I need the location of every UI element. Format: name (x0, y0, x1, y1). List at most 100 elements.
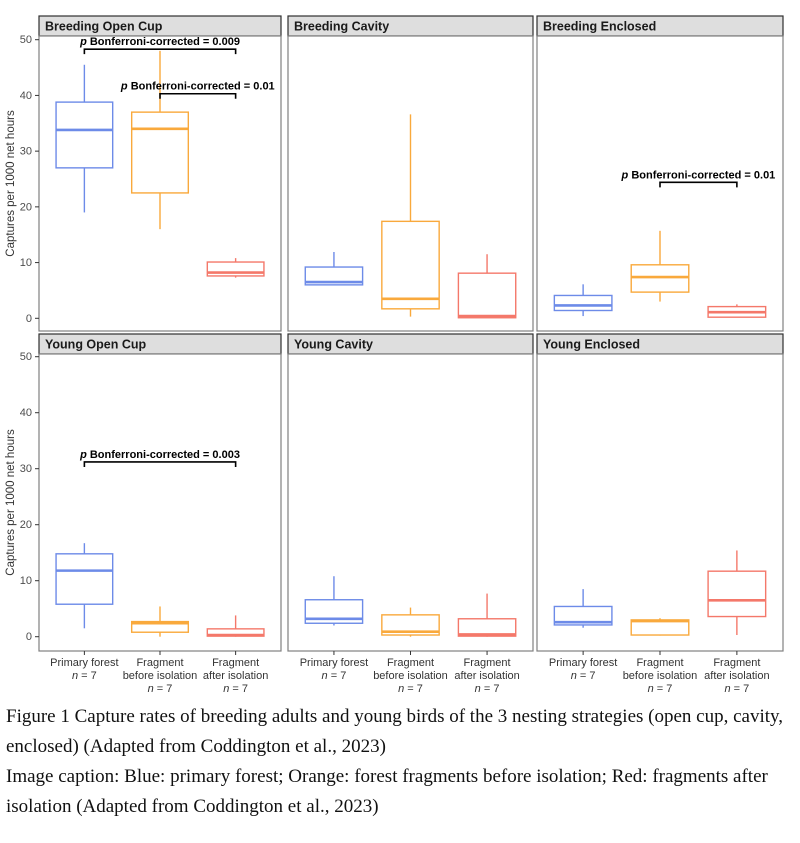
y-tick-label: 30 (20, 146, 32, 158)
y-tick-label: 40 (20, 90, 32, 102)
significance-bracket (159, 92, 237, 99)
box-fragment-before-isolation (381, 607, 440, 637)
x-tick-label: Fragment (636, 657, 683, 669)
pvalue-annotation: p Bonferroni-corrected = 0.01 (120, 81, 275, 99)
iqr-box (304, 266, 364, 286)
box-fragment-before-isolation (630, 230, 690, 302)
box-fragment-after-isolation (457, 254, 517, 319)
iqr-box (381, 220, 440, 310)
panel-young-enclosed: Young Enclosed (536, 333, 784, 652)
iqr-box (553, 294, 613, 312)
y-tick-label: 10 (20, 257, 32, 269)
y-axis-title: Captures per 1000 net hours (5, 429, 17, 576)
pvalue-label: p Bonferroni-corrected = 0.003 (79, 449, 240, 461)
panel-breeding-open-cup: Breeding Open Cup p Bonferroni-corrected … (38, 15, 282, 332)
box-fragment-after-isolation (707, 550, 767, 636)
box-primary-forest (304, 576, 364, 626)
sample-size-label: n = 7 (724, 683, 749, 695)
panel-breeding-enclosed: Breeding Enclosed p Bonferroni-corrected … (536, 15, 784, 332)
boxplot-figure: Breeding Open Cup p Bonferroni-corrected … (5, 15, 784, 695)
y-axis-row-1: 0 10 20 30 40 50 Captures per 1000 net hours (5, 34, 39, 325)
y-tick-label: 50 (20, 351, 32, 363)
sample-size-label: n = 7 (648, 683, 673, 695)
pvalue-annotation: p Bonferroni-corrected = 0.009 (79, 36, 240, 55)
x-tick-label: before isolation (373, 670, 448, 682)
x-tick-label: before isolation (623, 670, 698, 682)
y-axis-title: Captures per 1000 net hours (5, 110, 17, 257)
sample-size-label: n = 7 (475, 683, 500, 695)
facet-strip-title: Breeding Open Cup (45, 20, 163, 34)
sample-size-label: n = 7 (223, 683, 248, 695)
sample-size-label: n = 7 (72, 670, 97, 682)
facet-strip-title: Young Open Cup (45, 338, 147, 352)
x-tick-label: before isolation (123, 670, 198, 682)
significance-bracket (83, 48, 237, 55)
caption-image-text: Image caption: Blue: primary forest; Ora… (6, 766, 768, 817)
boxplot-svg: Breeding Open Cup p Bonferroni-corrected … (5, 15, 784, 695)
x-tick-label: Fragment (136, 657, 183, 669)
x-tick-label: after isolation (704, 670, 769, 682)
iqr-box (707, 570, 767, 618)
iqr-box (130, 111, 190, 194)
sample-size-label: n = 7 (322, 670, 347, 682)
pvalue-label: p Bonferroni-corrected = 0.009 (79, 36, 240, 48)
y-tick-label: 10 (20, 575, 32, 587)
panel-area (38, 353, 282, 652)
y-tick-label: 20 (20, 201, 32, 213)
y-tick-label: 40 (20, 407, 32, 419)
significance-bracket (83, 461, 237, 467)
pvalue-annotation: p Bonferroni-corrected = 0.003 (79, 449, 240, 467)
box-primary-forest (304, 251, 364, 286)
box-fragment-after-isolation (206, 258, 265, 278)
iqr-box (381, 614, 440, 636)
iqr-box (630, 264, 690, 293)
x-tick-label: after isolation (203, 670, 268, 682)
x-tick-label: after isolation (454, 670, 519, 682)
x-tick-label: Primary forest (549, 657, 617, 669)
iqr-box (55, 553, 114, 605)
y-tick-label: 0 (26, 631, 32, 643)
box-fragment-after-isolation (206, 615, 265, 637)
panel-young-open-cup: Young Open Cup p Bonferroni-corrected = 0… (38, 333, 282, 652)
facet-strip-title: Breeding Cavity (294, 20, 389, 34)
panel-young-cavity: Young Cavity (287, 333, 534, 652)
box-fragment-before-isolation (630, 618, 690, 636)
iqr-box (457, 618, 517, 637)
sample-size-label: n = 7 (148, 683, 173, 695)
facet-strip-title: Breeding Enclosed (543, 20, 656, 34)
iqr-box (457, 272, 517, 319)
y-tick-label: 20 (20, 519, 32, 531)
y-axis-row-2: 0 10 20 30 40 50 Captures per 1000 net hours (5, 351, 39, 643)
y-tick-label: 50 (20, 34, 32, 46)
box-fragment-before-isolation (130, 606, 190, 637)
x-tick-label: Fragment (713, 657, 760, 669)
figure-caption: Figure 1 Capture rates of breeding adult… (0, 700, 800, 822)
iqr-box (55, 101, 114, 169)
significance-bracket (659, 181, 738, 188)
iqr-box (553, 605, 613, 626)
y-tick-label: 0 (26, 313, 32, 325)
box-fragment-before-isolation (130, 50, 190, 230)
box-primary-forest (55, 64, 114, 213)
pvalue-annotation: p Bonferroni-corrected = 0.01 (621, 169, 776, 188)
x-tick-label: Fragment (387, 657, 434, 669)
box-primary-forest (553, 589, 613, 628)
box-primary-forest (553, 284, 613, 317)
sample-size-label: n = 7 (571, 670, 596, 682)
pvalue-label: p Bonferroni-corrected = 0.01 (621, 169, 776, 181)
box-primary-forest (55, 543, 114, 629)
box-fragment-after-isolation (457, 593, 517, 637)
y-tick-label: 30 (20, 463, 32, 475)
iqr-box (130, 620, 190, 633)
facet-strip-title: Young Cavity (294, 338, 373, 352)
iqr-box (304, 599, 364, 624)
x-tick-label: Fragment (212, 657, 259, 669)
box-fragment-before-isolation (381, 114, 440, 317)
panel-breeding-cavity: Breeding Cavity (287, 15, 534, 332)
x-tick-label: Primary forest (50, 657, 118, 669)
x-tick-label: Primary forest (300, 657, 368, 669)
